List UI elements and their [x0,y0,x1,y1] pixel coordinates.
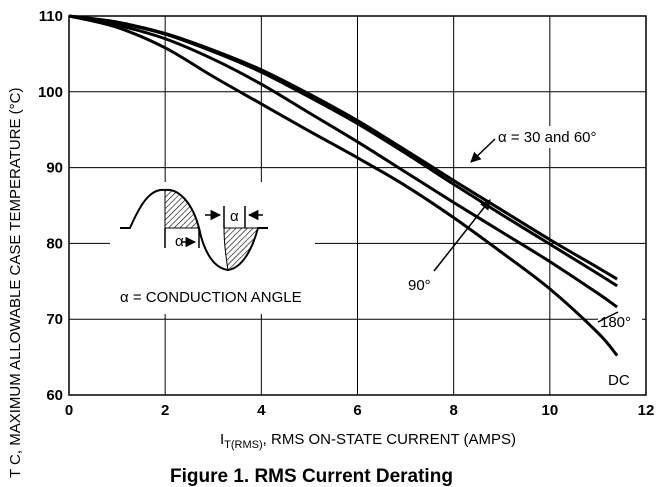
y-tick-label: 110 [39,8,63,25]
series-line-3 [68,14,619,357]
series-line-2 [68,14,619,309]
x-tick-label: 12 [638,402,655,419]
x-tick-label: 2 [161,402,169,419]
y-tick-label: 90 [46,160,63,177]
x-axis-label-main: I [220,431,224,448]
x-tick-label: 10 [541,402,558,419]
inset-background [110,182,315,314]
x-tick-label: 8 [449,402,457,419]
x-axis-label: IT(RMS), RMS ON-STATE CURRENT (AMPS) [220,431,516,451]
label-alpha-30-60: α = 30 and 60° [498,129,597,146]
series-annotations: α = 30 and 60° 90° 180° DC [408,126,644,389]
x-axis-label-rest: , RMS ON-STATE CURRENT (AMPS) [263,431,516,448]
y-tick-label: 70 [46,311,63,328]
y-tick-label: 100 [38,84,63,101]
arrow-180 [597,311,619,323]
label-180: 180° [600,314,631,331]
tick-labels: 0 2 4 6 8 10 12 60 70 80 90 100 110 [38,8,654,419]
series-line-1 [68,14,618,288]
arrow-30-60 [470,138,496,163]
annot-bg-30-60 [494,126,644,148]
label-90: 90° [408,277,431,294]
conduction-angle-label: α = CONDUCTION ANGLE [120,289,302,306]
label-dc: DC [608,372,630,389]
grid [69,16,646,395]
y-axis-label: T C, MAXIMUM ALLOWABLE CASE TEMPERATURE … [7,87,24,478]
arrow-90 [433,199,491,272]
conduction-waveform-diagram: α α α = CONDUCTION ANGLE [110,182,315,314]
alpha-label-1: α [175,233,184,250]
alpha-label-2: α [230,208,239,225]
x-axis-label-sub: T(RMS) [224,439,263,451]
x-tick-label: 6 [353,402,361,419]
figure-title: Figure 1. RMS Current Derating [170,466,453,487]
x-tick-label: 0 [65,402,73,419]
y-tick-label: 60 [46,387,63,404]
waveform-negative-shaded [223,227,259,271]
y-tick-label: 80 [46,235,63,252]
x-tick-label: 4 [257,402,266,419]
series-group [68,14,619,357]
